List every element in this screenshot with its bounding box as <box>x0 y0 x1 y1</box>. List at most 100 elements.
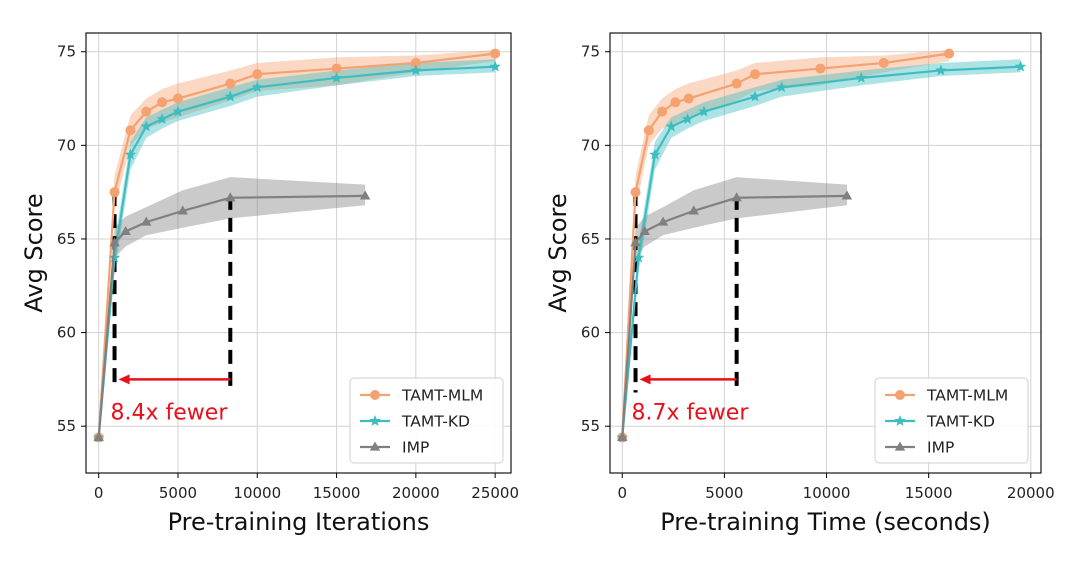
legend-box <box>349 377 504 464</box>
legend-marker-imp <box>369 441 381 451</box>
data-point-tamt-kd <box>681 113 694 124</box>
data-point-tamt-kd <box>140 120 152 132</box>
y-tick-label: 55 <box>57 417 76 435</box>
y-tick-label: 75 <box>581 43 600 61</box>
speedup-arrow-head <box>639 374 651 385</box>
data-point-tamt-mlm <box>490 48 501 59</box>
data-point-tamt-mlm <box>252 69 263 80</box>
data-point-imp <box>630 237 641 247</box>
data-point-tamt-kd <box>698 105 710 117</box>
y-tick-label: 70 <box>57 136 76 154</box>
data-point-tamt-mlm <box>331 63 342 74</box>
y-axis-label: Avg Score <box>20 193 48 312</box>
data-point-tamt-mlm <box>643 125 654 136</box>
y-tick-label: 75 <box>57 43 76 61</box>
data-point-tamt-kd <box>749 90 761 102</box>
y-axis-label: Avg Score <box>544 193 572 312</box>
x-tick-label: 25000 <box>471 484 519 502</box>
x-tick-label: 15000 <box>905 484 953 502</box>
chart-panel-time: 8.7x fewer 0 5000 10000 15000 20000 55 60 65 70 75… <box>544 32 1055 536</box>
data-point-tamt-kd <box>410 64 422 76</box>
speedup-arrow-head <box>118 374 130 385</box>
data-point-imp <box>657 216 669 226</box>
axes-frame <box>85 32 512 474</box>
x-tick-label: 15000 <box>313 484 361 502</box>
x-tick-label: 5000 <box>705 484 743 502</box>
chart-panel-iterations: 8.4x fewer 0 5000 10000 15000 20000 25000 55 60 6… <box>20 32 519 536</box>
data-point-tamt-mlm <box>157 97 168 108</box>
legend-label-tamt-mlm: TAMT-MLM <box>926 387 1008 405</box>
legend: TAMT-MLM TAMT-KD IMP <box>874 377 1029 464</box>
data-point-tamt-mlm <box>878 57 889 68</box>
data-point-tamt-mlm <box>731 78 742 89</box>
confidence-band-imp <box>622 177 847 438</box>
x-tick-label: 0 <box>617 484 627 502</box>
data-point-imp <box>120 225 131 236</box>
data-point-tamt-kd <box>935 64 947 76</box>
x-tick-label: 10000 <box>233 484 281 502</box>
axes-frame <box>609 32 1042 474</box>
series-tamt-mlm <box>617 48 955 443</box>
data-point-tamt-kd <box>489 60 501 72</box>
data-point-tamt-mlm <box>172 93 183 104</box>
data-point-imp <box>617 431 628 442</box>
series-tamt-mlm <box>93 48 501 443</box>
legend-marker-tamt-mlm <box>895 390 905 400</box>
y-tick-label: 55 <box>581 417 600 435</box>
x-tick-label: 5000 <box>159 484 197 502</box>
speedup-annotation: 8.4x fewer <box>111 192 233 425</box>
data-point-tamt-mlm <box>410 57 421 68</box>
data-point-tamt-kd <box>1014 60 1027 72</box>
data-point-imp <box>93 431 104 442</box>
series-imp <box>617 190 853 442</box>
legend-label-tamt-mlm: TAMT-MLM <box>401 387 483 405</box>
legend-label-tamt-kd: TAMT-KD <box>926 413 995 431</box>
data-point-tamt-mlm <box>630 187 641 198</box>
data-point-imp <box>177 205 188 215</box>
data-point-tamt-mlm <box>750 69 761 80</box>
data-point-imp <box>731 192 742 202</box>
x-tick-label: 20000 <box>1007 484 1055 502</box>
data-point-imp <box>141 216 152 226</box>
legend-marker-tamt-kd <box>369 415 381 426</box>
speedup-label: 8.7x fewer <box>632 400 750 425</box>
y-tick-label: 65 <box>57 230 76 248</box>
x-axis-label: Pre-training Iterations <box>168 508 430 536</box>
x-axis-label: Pre-training Time (seconds) <box>660 508 991 536</box>
legend-label-imp: IMP <box>927 439 954 457</box>
data-point-tamt-kd <box>108 251 121 263</box>
legend-marker-tamt-kd <box>894 415 906 426</box>
legend-marker-imp <box>894 441 906 451</box>
data-point-imp <box>109 237 120 247</box>
data-point-tamt-mlm <box>815 63 826 74</box>
data-point-tamt-mlm <box>657 106 668 117</box>
data-point-tamt-kd <box>649 148 661 160</box>
data-point-tamt-mlm <box>125 125 136 136</box>
data-point-tamt-mlm <box>141 106 152 117</box>
speedup-label: 8.4x fewer <box>111 400 229 425</box>
legend: TAMT-MLM TAMT-KD IMP <box>349 377 504 464</box>
y-tick-label: 70 <box>581 136 600 154</box>
x-tick-label: 20000 <box>392 484 440 502</box>
data-point-tamt-kd <box>172 105 184 117</box>
data-point-tamt-mlm <box>944 48 955 59</box>
data-point-tamt-mlm <box>225 78 236 89</box>
legend-box <box>874 377 1029 464</box>
data-point-tamt-kd <box>156 113 168 124</box>
data-point-tamt-kd <box>124 148 137 160</box>
data-point-tamt-mlm <box>683 93 694 104</box>
data-point-tamt-kd <box>330 71 343 83</box>
data-point-imp <box>841 190 853 200</box>
speedup-annotation: 8.7x fewer <box>632 192 750 425</box>
data-point-tamt-mlm <box>109 187 120 198</box>
data-point-tamt-kd <box>632 251 645 263</box>
confidence-band-imp <box>98 177 366 438</box>
data-point-tamt-kd <box>224 90 237 102</box>
data-point-tamt-mlm <box>670 97 681 108</box>
data-point-imp <box>639 225 650 236</box>
series-imp <box>93 190 371 442</box>
data-point-imp <box>688 205 699 215</box>
data-point-imp <box>359 190 371 200</box>
data-point-tamt-kd <box>251 81 263 93</box>
